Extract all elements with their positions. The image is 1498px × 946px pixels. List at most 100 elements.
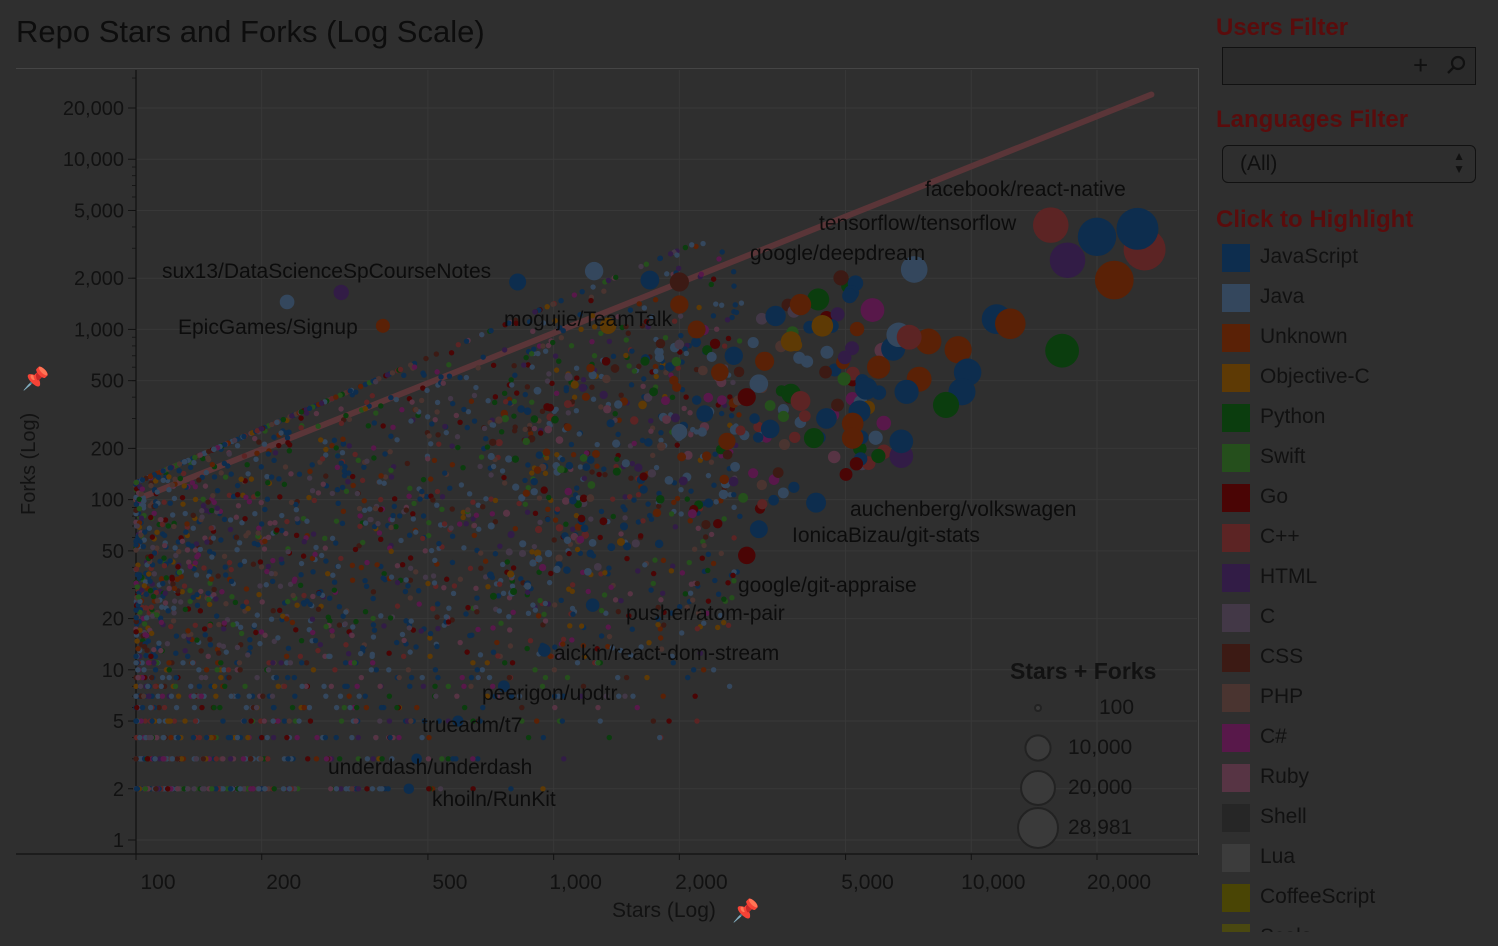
legend-item[interactable]: HTML	[1222, 562, 1498, 602]
legend-item[interactable]: Objective-C	[1222, 362, 1498, 402]
data-point	[441, 584, 447, 591]
data-point	[671, 318, 678, 324]
x-tick-label: 200	[266, 871, 301, 894]
legend-item[interactable]: JavaScript	[1222, 242, 1498, 282]
data-point	[569, 605, 576, 612]
legend-item[interactable]: Lua	[1222, 842, 1498, 882]
data-point	[258, 426, 265, 432]
data-point	[156, 718, 162, 724]
data-point	[603, 405, 612, 414]
x-axis-pin-icon[interactable]: 📌	[732, 898, 760, 923]
search-icon[interactable]	[1445, 54, 1467, 76]
data-point	[622, 506, 628, 513]
data-point	[378, 496, 384, 503]
data-point	[323, 558, 329, 564]
data-point	[731, 535, 737, 541]
legend-swatch	[1222, 844, 1250, 872]
legend-item[interactable]: Unknown	[1222, 322, 1498, 362]
legend-item[interactable]: Python	[1222, 402, 1498, 442]
data-point	[213, 596, 219, 602]
data-point	[435, 432, 441, 438]
data-point	[158, 683, 164, 690]
legend-item[interactable]: C	[1222, 602, 1498, 642]
data-point	[531, 543, 538, 550]
users-filter[interactable]: +	[1222, 47, 1476, 85]
data-point	[460, 464, 466, 471]
data-point	[448, 525, 454, 531]
legend-item[interactable]: Scala	[1222, 922, 1498, 932]
data-point	[584, 261, 604, 281]
users-filter-input[interactable]	[1227, 52, 1411, 80]
legend-item[interactable]: PHP	[1222, 682, 1498, 722]
data-point	[294, 516, 300, 522]
data-point	[220, 626, 227, 632]
data-point	[405, 583, 411, 589]
data-point	[433, 693, 439, 699]
languages-filter-select[interactable]: (All) ▲ ▼	[1222, 145, 1476, 183]
data-point	[269, 578, 276, 585]
data-point	[333, 445, 339, 451]
data-point	[500, 590, 507, 597]
legend-item[interactable]: Go	[1222, 482, 1498, 522]
data-point	[790, 391, 811, 411]
data-point	[342, 621, 348, 627]
data-point	[623, 674, 630, 681]
data-point	[640, 356, 650, 366]
data-point	[646, 639, 652, 646]
data-point	[525, 362, 531, 368]
data-point	[540, 786, 546, 792]
legend-item[interactable]: Java	[1222, 282, 1498, 322]
data-point	[713, 518, 723, 529]
scatter-chart[interactable]: 1251020501002005001,0002,0005,00010,0002…	[0, 0, 1210, 946]
data-point	[425, 580, 431, 587]
data-point	[408, 674, 415, 681]
data-point	[506, 320, 512, 326]
data-point	[338, 555, 344, 562]
data-point	[551, 693, 558, 699]
data-point	[410, 516, 417, 522]
legend-item[interactable]: C#	[1222, 722, 1498, 762]
data-point	[450, 590, 457, 597]
data-point	[262, 632, 268, 638]
legend-item[interactable]: Ruby	[1222, 762, 1498, 802]
data-point	[670, 295, 689, 314]
data-point	[337, 693, 344, 699]
data-point	[350, 473, 356, 480]
legend-item[interactable]: C++	[1222, 522, 1498, 562]
data-point	[596, 471, 602, 478]
data-point	[446, 605, 452, 611]
data-point	[432, 416, 438, 423]
legend-item[interactable]: CoffeeScript	[1222, 882, 1498, 922]
data-point	[530, 328, 536, 335]
data-point	[658, 437, 664, 443]
data-point	[789, 431, 801, 444]
data-point	[555, 653, 561, 659]
data-point	[144, 756, 151, 762]
data-point	[148, 604, 155, 610]
data-point	[609, 496, 616, 502]
data-point	[148, 482, 154, 489]
data-point	[426, 734, 432, 741]
data-point	[202, 483, 209, 489]
data-point	[141, 667, 147, 673]
data-point	[181, 583, 188, 589]
data-point	[275, 718, 281, 724]
data-point	[553, 390, 560, 397]
legend-item[interactable]: Shell	[1222, 802, 1498, 842]
plus-icon[interactable]: +	[1413, 50, 1429, 80]
data-point	[175, 539, 182, 545]
data-point	[142, 632, 148, 638]
data-point	[296, 718, 302, 724]
data-point	[551, 667, 558, 673]
data-point	[434, 601, 441, 607]
data-point	[534, 525, 543, 534]
data-point	[254, 491, 261, 497]
legend-item[interactable]: CSS	[1222, 642, 1498, 682]
y-axis-pin-icon[interactable]: 📌	[22, 366, 50, 391]
data-point	[370, 634, 377, 640]
data-point	[186, 559, 192, 565]
data-point	[598, 633, 605, 639]
data-point	[226, 674, 232, 681]
data-point	[323, 446, 329, 453]
legend-item[interactable]: Swift	[1222, 442, 1498, 482]
